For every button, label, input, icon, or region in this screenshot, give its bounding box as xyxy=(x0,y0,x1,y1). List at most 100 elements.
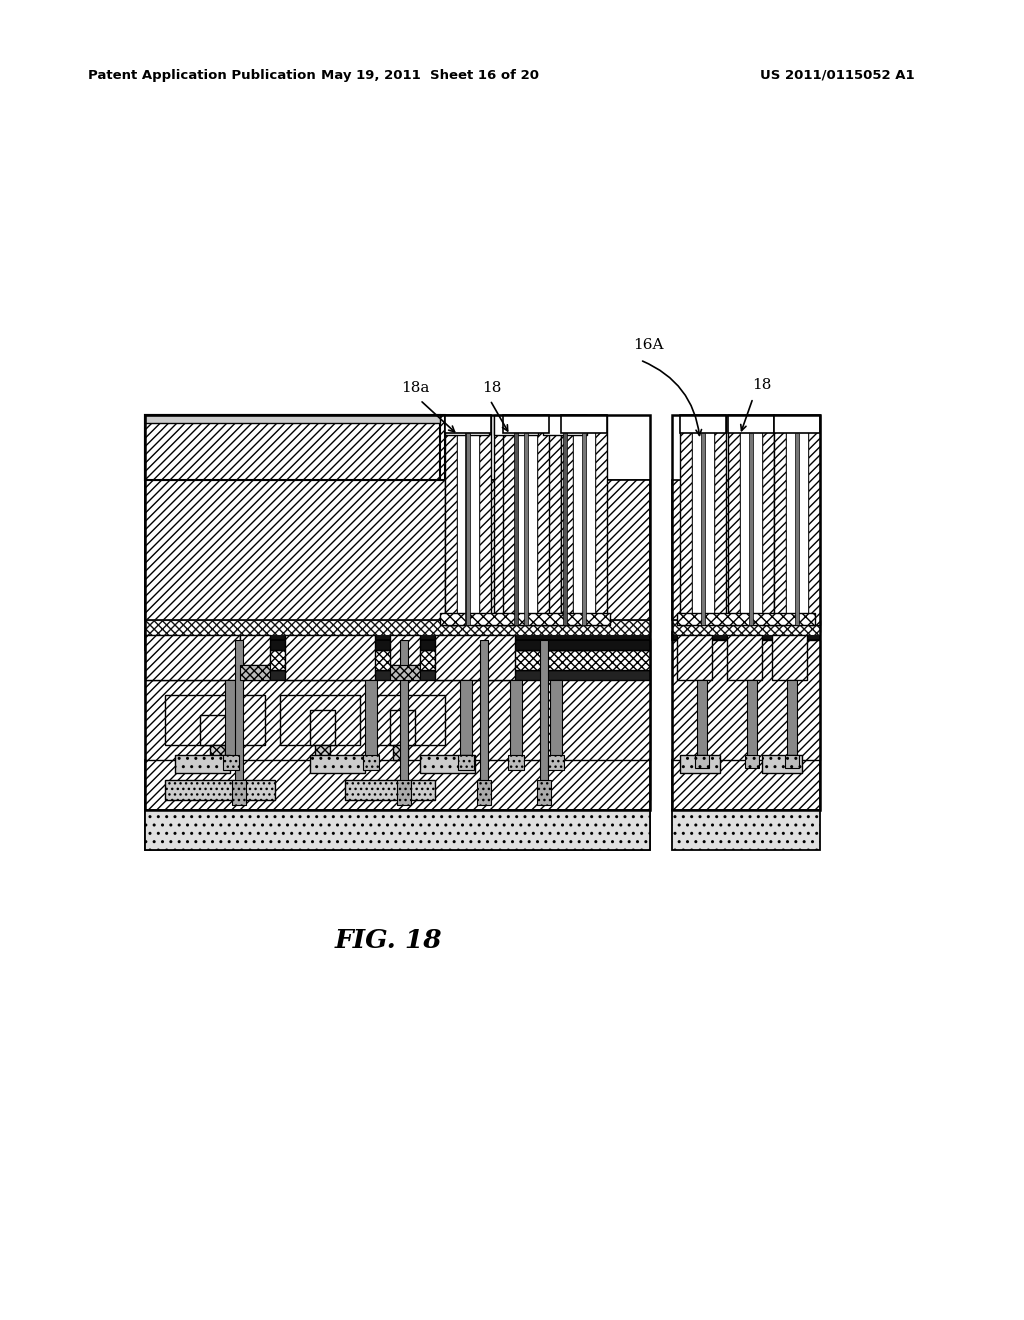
Bar xyxy=(697,680,707,760)
Bar xyxy=(787,680,797,760)
Bar xyxy=(458,755,474,770)
Bar xyxy=(677,612,815,624)
Text: May 19, 2011  Sheet 16 of 20: May 19, 2011 Sheet 16 of 20 xyxy=(321,69,539,82)
Bar xyxy=(445,414,463,624)
Bar xyxy=(514,430,518,624)
Bar xyxy=(677,635,712,680)
Bar xyxy=(400,640,408,795)
Bar xyxy=(808,414,820,624)
Bar xyxy=(175,755,230,774)
Bar xyxy=(749,433,753,624)
Bar xyxy=(740,414,762,624)
Bar xyxy=(728,414,740,624)
Bar xyxy=(503,414,549,433)
Bar xyxy=(145,649,650,671)
Bar xyxy=(145,480,650,620)
Text: US 2011/0115052 A1: US 2011/0115052 A1 xyxy=(760,69,914,82)
Bar xyxy=(145,671,650,700)
Bar xyxy=(537,414,549,624)
Bar xyxy=(365,680,377,760)
Bar xyxy=(145,680,650,760)
Bar xyxy=(285,635,375,680)
Bar xyxy=(524,433,528,624)
Bar xyxy=(390,665,420,680)
Bar xyxy=(543,414,561,624)
Bar xyxy=(494,414,538,436)
Bar xyxy=(145,760,650,800)
Bar xyxy=(672,414,820,810)
Bar xyxy=(746,680,757,760)
Bar xyxy=(595,414,607,624)
Bar xyxy=(550,680,562,760)
Text: 18a: 18a xyxy=(400,381,429,395)
Bar xyxy=(695,755,709,768)
Bar xyxy=(701,433,705,624)
Bar xyxy=(512,414,520,624)
Bar xyxy=(543,414,587,436)
Bar xyxy=(145,638,650,649)
Bar xyxy=(225,680,237,760)
Bar xyxy=(145,414,650,810)
Bar xyxy=(234,640,243,795)
Bar xyxy=(310,755,365,774)
Bar xyxy=(762,414,774,624)
Bar xyxy=(310,710,335,744)
Bar xyxy=(393,744,408,760)
Bar xyxy=(672,760,820,810)
Bar xyxy=(672,620,820,632)
Bar xyxy=(457,414,479,624)
Bar xyxy=(520,414,538,624)
Text: FIG. 18: FIG. 18 xyxy=(334,928,441,953)
Bar xyxy=(672,810,820,850)
Bar xyxy=(563,430,567,624)
Bar xyxy=(440,612,610,624)
Bar xyxy=(477,780,490,805)
Bar xyxy=(145,810,650,850)
Bar xyxy=(537,780,551,805)
Bar xyxy=(445,414,489,436)
Bar xyxy=(569,414,587,624)
Bar xyxy=(240,665,270,680)
Bar xyxy=(540,640,548,795)
Bar xyxy=(680,755,720,774)
Bar xyxy=(465,430,469,624)
Bar xyxy=(445,622,592,649)
Bar xyxy=(145,620,650,635)
Bar xyxy=(515,414,537,624)
Bar xyxy=(762,755,802,774)
Bar xyxy=(786,414,808,624)
Bar xyxy=(548,755,564,770)
Bar xyxy=(165,780,275,800)
Bar xyxy=(397,780,411,805)
Text: 18: 18 xyxy=(753,378,772,392)
Bar xyxy=(390,710,415,744)
Bar xyxy=(480,640,488,795)
Bar xyxy=(145,800,650,850)
Bar xyxy=(582,433,586,624)
Bar xyxy=(315,744,330,760)
Text: Patent Application Publication: Patent Application Publication xyxy=(88,69,315,82)
Bar xyxy=(508,755,524,770)
Bar xyxy=(672,620,820,635)
Bar xyxy=(420,755,475,774)
Bar xyxy=(145,671,650,680)
Bar xyxy=(223,755,239,770)
Bar xyxy=(460,680,472,760)
Bar xyxy=(210,744,225,760)
Bar xyxy=(561,414,607,433)
Text: 18: 18 xyxy=(482,381,502,395)
Bar xyxy=(503,414,515,624)
Bar xyxy=(145,760,650,810)
Bar xyxy=(745,755,759,768)
Bar xyxy=(390,635,420,665)
Bar xyxy=(145,635,240,680)
Bar xyxy=(232,780,246,805)
Bar xyxy=(435,635,515,680)
Bar xyxy=(672,480,820,620)
Bar xyxy=(145,414,445,480)
Bar xyxy=(375,696,445,744)
Bar xyxy=(145,632,650,640)
Bar xyxy=(728,414,774,433)
Bar xyxy=(145,414,445,480)
Bar xyxy=(145,414,440,422)
